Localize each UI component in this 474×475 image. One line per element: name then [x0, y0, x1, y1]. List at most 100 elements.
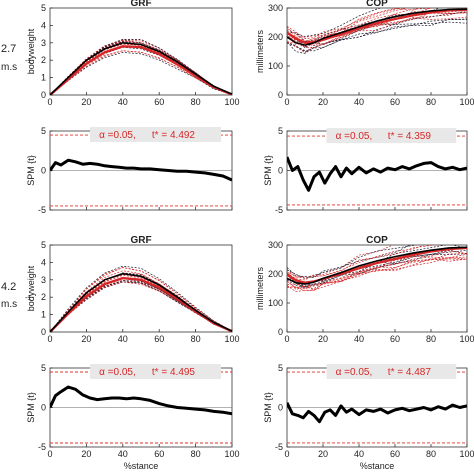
y-tick-label: -5 [38, 205, 46, 215]
x-tick-label: 80 [191, 449, 201, 459]
y-tick-label: 3 [41, 38, 46, 48]
y-tick-label: 0 [41, 166, 46, 176]
row-label-exp-1: -1 [25, 58, 31, 65]
y-tick-label: 5 [278, 363, 283, 373]
x-tick-label: 60 [390, 449, 400, 459]
t-star-annotation: t* = 4.495 [152, 367, 196, 378]
chart-grf-4.2: GRF 0 1 2 3 4 5 0 20 40 60 80 100 bodyweight [26, 235, 240, 344]
x-tick-label: 100 [224, 449, 239, 459]
y-tick-label: 3 [41, 275, 46, 285]
trial-trace [50, 267, 232, 332]
x-tick-label: 80 [426, 449, 436, 459]
annotation-box [326, 128, 457, 144]
chart-title: COP [366, 0, 388, 9]
x-tick-label: 100 [459, 449, 474, 459]
annotation-box [90, 127, 222, 143]
annotation-box [90, 363, 222, 379]
x-tick-label: 20 [81, 97, 91, 107]
x-axis-label: %stance [360, 461, 395, 471]
trial-trace [287, 11, 467, 47]
trial-trace [287, 8, 410, 38]
trial-trace [287, 258, 467, 292]
trial-trace [287, 8, 420, 42]
y-tick-label: 5 [278, 126, 283, 136]
mean-curve-red [287, 8, 467, 45]
x-tick-label: 60 [154, 334, 164, 344]
alpha-annotation: α =0.05, [99, 367, 136, 378]
y-axis-label: SPM {t} [26, 155, 36, 186]
spm-curve [50, 385, 232, 416]
y-tick-label: -5 [38, 442, 46, 452]
x-tick-label: 0 [284, 97, 289, 107]
x-tick-label: 0 [47, 334, 52, 344]
trial-trace [287, 245, 411, 279]
alpha-annotation: α =0.05, [336, 131, 373, 142]
x-tick-label: 60 [154, 449, 164, 459]
x-tick-label: 60 [390, 334, 400, 344]
axes-frame [49, 244, 233, 333]
y-tick-label: 0 [278, 166, 283, 176]
y-tick-label: 200 [268, 32, 283, 42]
x-tick-label: 20 [318, 334, 328, 344]
trial-trace [287, 250, 467, 289]
y-tick-label: 0 [278, 327, 283, 337]
alpha-annotation: α =0.05, [336, 367, 373, 378]
y-tick-label: 1 [41, 73, 46, 83]
row-label-speed-2: 4.2 [1, 281, 16, 293]
annotation-box [326, 364, 457, 380]
trial-trace [287, 245, 441, 279]
y-tick-label: -5 [275, 205, 283, 215]
mean-curve-red [50, 276, 232, 332]
trial-trace [50, 281, 232, 332]
x-tick-label: 100 [459, 334, 474, 344]
chart-title: GRF [130, 235, 151, 246]
y-tick-label: 5 [41, 3, 46, 13]
trial-trace [50, 279, 232, 332]
t-star-annotation: t* = 4.359 [388, 131, 432, 142]
chart-spm-2.7-grf: -5 0 5 SPM {t} α =0.05, t* = 4.492 [26, 126, 233, 215]
trial-trace [287, 245, 426, 278]
trial-trace [287, 245, 417, 279]
mean-curve-black [287, 8, 467, 46]
trial-trace [287, 21, 467, 54]
trial-trace [287, 16, 467, 54]
x-tick-label: 40 [354, 97, 364, 107]
x-tick-label: 0 [47, 97, 52, 107]
trial-trace [50, 52, 232, 95]
y-tick-label: 5 [41, 240, 46, 250]
x-tick-label: 40 [118, 449, 128, 459]
y-tick-label: 0 [278, 403, 283, 413]
y-tick-label: 0 [278, 90, 283, 100]
y-tick-label: 4 [41, 257, 46, 267]
x-tick-label: 80 [191, 97, 201, 107]
t-star-annotation: t* = 4.487 [388, 367, 432, 378]
row-label-unit-2: m.s [1, 299, 17, 310]
spm-curve [50, 158, 232, 182]
trial-trace [50, 50, 232, 95]
y-tick-label: 300 [268, 240, 283, 250]
y-tick-label: 200 [268, 269, 283, 279]
y-tick-label: 4 [41, 20, 46, 30]
x-tick-label: 0 [47, 449, 52, 459]
trial-trace [50, 281, 232, 332]
row-label-unit-1: m.s [1, 62, 17, 73]
trial-trace [287, 257, 467, 293]
x-tick-label: 100 [224, 334, 239, 344]
mean-curve-red [287, 246, 467, 284]
trial-trace [50, 270, 232, 332]
axes-frame [49, 7, 233, 96]
y-tick-label: 5 [41, 363, 46, 373]
x-tick-label: 20 [318, 97, 328, 107]
y-axis-label: SPM {t} [26, 392, 36, 423]
y-tick-label: 300 [268, 3, 283, 13]
trial-trace [50, 281, 232, 332]
x-tick-label: 20 [81, 449, 91, 459]
y-tick-label: 5 [41, 126, 46, 136]
trial-trace [287, 8, 402, 39]
t-star-annotation: t* = 4.492 [152, 130, 196, 141]
trial-trace [287, 258, 467, 290]
